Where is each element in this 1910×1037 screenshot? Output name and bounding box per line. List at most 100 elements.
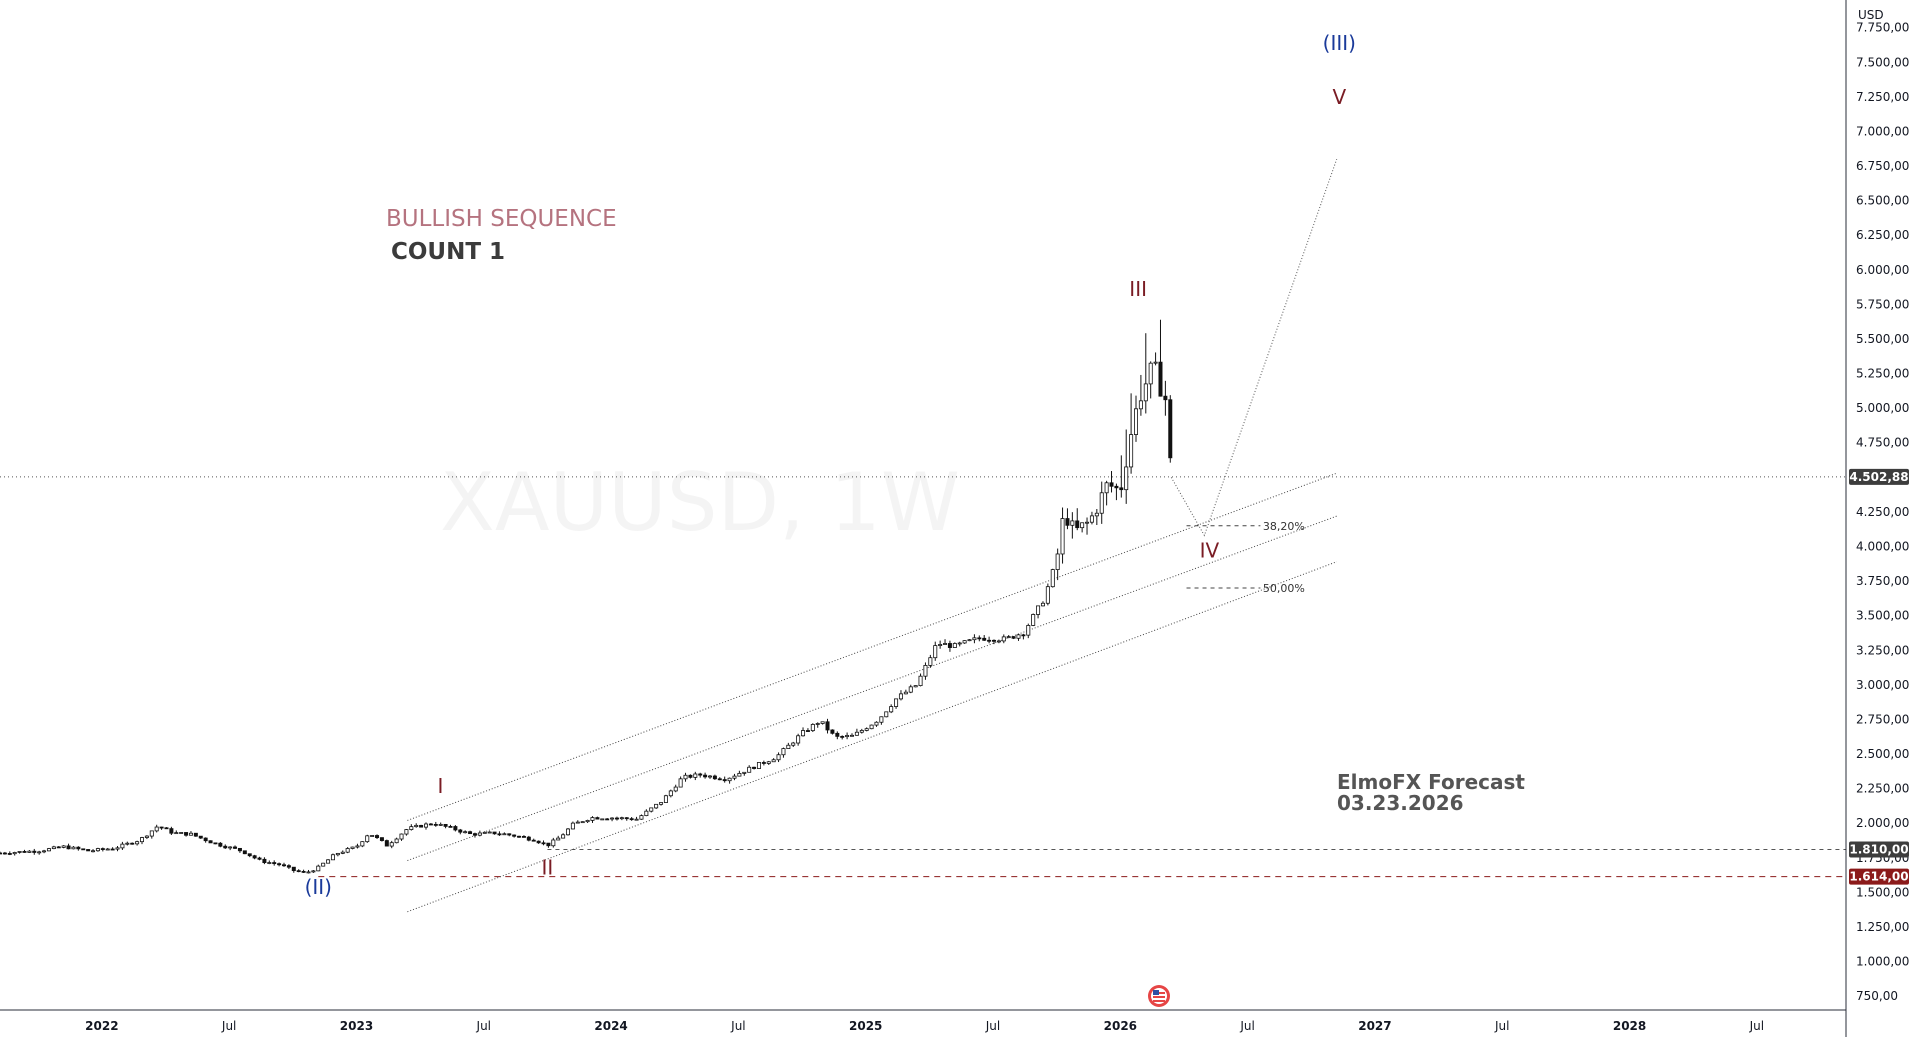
candle-body xyxy=(321,862,326,867)
candle-body xyxy=(66,845,71,850)
candle-body xyxy=(428,823,433,826)
candle-body xyxy=(1143,383,1148,402)
time-tick-label: 2027 xyxy=(1358,1019,1391,1033)
candle-body xyxy=(639,815,644,820)
candle-body xyxy=(805,730,810,732)
candle-body xyxy=(277,863,282,866)
price-tick-label: 6.750,00 xyxy=(1856,159,1909,173)
candle-body xyxy=(144,835,149,838)
candle-body xyxy=(884,711,889,718)
price-tick-label: 6.500,00 xyxy=(1856,194,1909,208)
candle-body xyxy=(105,848,110,851)
candle-body xyxy=(1138,400,1143,410)
candle-body xyxy=(443,823,448,827)
price-tick-label: 5.500,00 xyxy=(1856,332,1909,346)
candle-body xyxy=(32,850,37,853)
price-tick-label: 3.250,00 xyxy=(1856,643,1909,657)
level-b-badge: 1.614,00 xyxy=(1849,868,1909,885)
candle-body xyxy=(879,716,884,723)
price-tick-label: 5.250,00 xyxy=(1856,367,1909,381)
candle-body xyxy=(1075,520,1080,529)
candle-body xyxy=(570,822,575,830)
wave-label: II xyxy=(542,855,554,879)
candle-body xyxy=(1065,518,1070,526)
candle-body xyxy=(1016,634,1021,639)
price-tick-label: 2.750,00 xyxy=(1856,712,1909,726)
candle-body xyxy=(756,762,761,769)
candle-body xyxy=(247,853,252,857)
candle-body xyxy=(1104,482,1109,494)
candle-body xyxy=(472,833,477,836)
wave-label: I xyxy=(438,774,444,798)
candle-body xyxy=(27,850,32,853)
time-tick-label: Jul xyxy=(1494,1019,1509,1033)
candle-body xyxy=(81,848,86,851)
projection-path xyxy=(1170,158,1338,537)
candle-body xyxy=(938,644,943,646)
time-tick-label: Jul xyxy=(1749,1019,1764,1033)
candle-body xyxy=(908,686,913,693)
candle-body xyxy=(796,735,801,744)
candle-body xyxy=(536,840,541,844)
candle-body xyxy=(223,845,228,849)
candle-body xyxy=(801,730,806,737)
candle-body xyxy=(820,721,825,724)
candle-body xyxy=(365,835,370,843)
candle-body xyxy=(281,864,286,867)
candle-body xyxy=(252,855,257,859)
price-tick-label: 1.500,00 xyxy=(1856,885,1909,899)
candle-body xyxy=(330,854,335,861)
price-tick-label: 6.000,00 xyxy=(1856,263,1909,277)
candle-body xyxy=(438,823,443,826)
price-tick-label: 3.750,00 xyxy=(1856,574,1909,588)
time-axis[interactable]: 2022 Jul 2023 Jul 2024 Jul 2025 Jul 2026 Jul 2027 J… xyxy=(85,1019,1764,1033)
candle-body xyxy=(957,642,962,645)
candle-body xyxy=(71,846,76,850)
candle-body xyxy=(345,848,350,853)
candle-body xyxy=(864,728,869,731)
candle-body xyxy=(86,849,91,852)
candle-body xyxy=(624,817,629,820)
candle-body xyxy=(22,851,27,853)
price-tick-label: 1.250,00 xyxy=(1856,920,1909,934)
candle-body xyxy=(771,759,776,763)
candle-body xyxy=(1109,482,1114,487)
bullish-sequence-title: BULLISH SEQUENCE xyxy=(386,206,617,232)
candle-body xyxy=(752,766,757,769)
candle-body xyxy=(512,834,517,837)
candle-body xyxy=(379,837,384,841)
candle-body xyxy=(933,645,938,659)
candle-body xyxy=(727,777,732,782)
candle-body xyxy=(580,821,585,824)
time-tick-label: 2024 xyxy=(594,1019,627,1033)
candle-body xyxy=(42,850,47,853)
candle-body xyxy=(468,831,473,835)
candle-body xyxy=(0,852,3,855)
candle-body xyxy=(546,842,551,847)
candle-body xyxy=(683,774,688,780)
candle-body xyxy=(1001,636,1006,642)
candle-body xyxy=(928,657,933,666)
candle-body xyxy=(120,843,125,849)
candle-body xyxy=(149,830,154,837)
candle-body xyxy=(1031,614,1036,626)
price-tick-label: 7.000,00 xyxy=(1856,124,1909,138)
price-tick-label: 750,00 xyxy=(1856,989,1898,1003)
candle-body xyxy=(218,842,223,847)
candle-body xyxy=(497,833,502,836)
candle-body xyxy=(115,847,120,850)
candle-body xyxy=(394,838,399,844)
currency-label: USD xyxy=(1858,8,1884,22)
time-tick-label: 2028 xyxy=(1613,1019,1646,1033)
price-tick-label: 1.000,00 xyxy=(1856,955,1909,969)
candle-body xyxy=(1124,466,1129,491)
fib-levels: 38,20% 50,00% xyxy=(1186,520,1305,595)
us-flag-icon[interactable] xyxy=(1148,985,1170,1007)
candle-body xyxy=(1070,520,1075,526)
candle-body xyxy=(409,826,414,830)
candle-body xyxy=(673,786,678,792)
candle-body xyxy=(898,693,903,700)
candle-body xyxy=(448,825,453,828)
candle-body xyxy=(678,778,683,788)
